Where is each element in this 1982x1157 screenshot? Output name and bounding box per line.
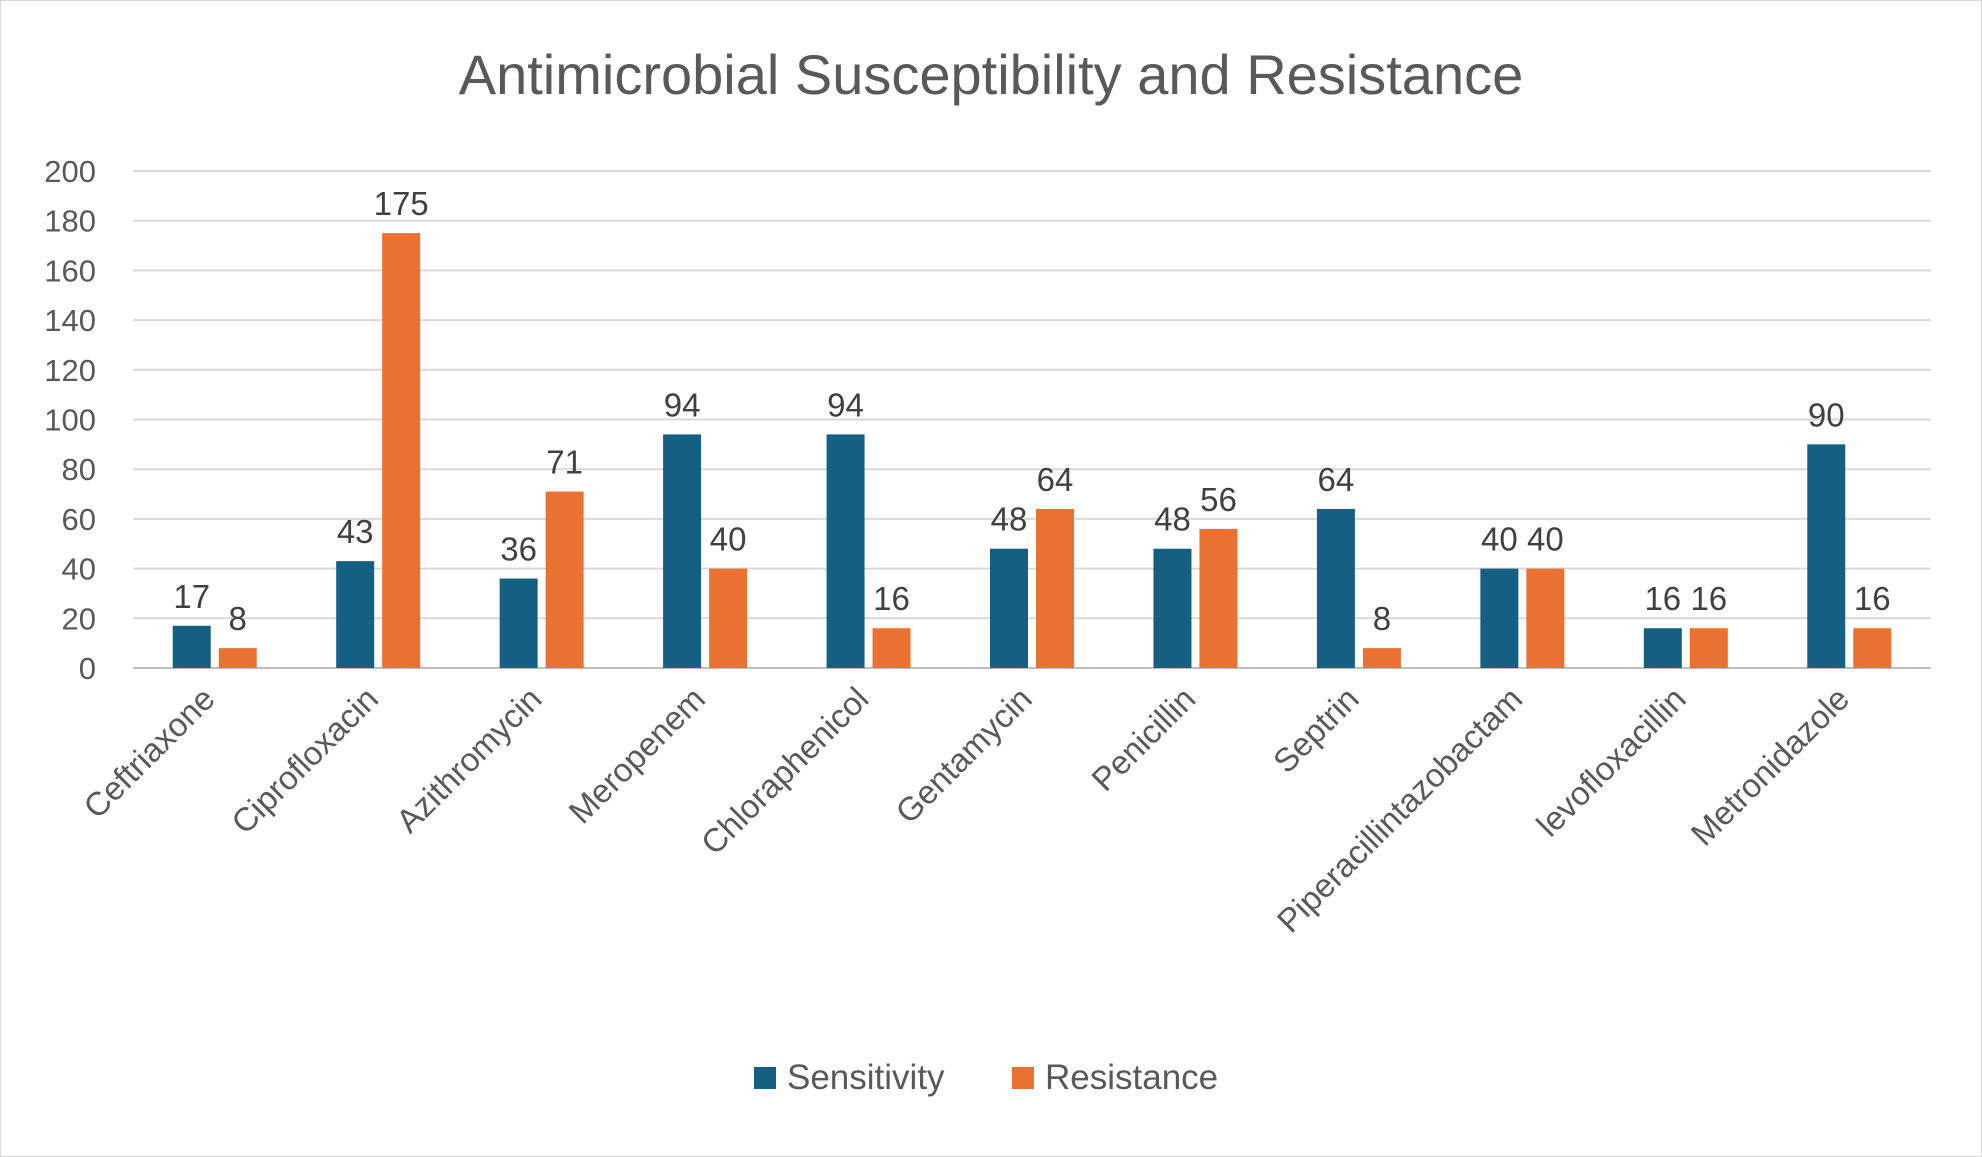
bar-sensitivity — [1153, 548, 1192, 668]
data-label: 40 — [1481, 521, 1518, 558]
bar-resistance — [382, 233, 421, 668]
data-label: 40 — [710, 521, 747, 558]
data-label: 90 — [1808, 396, 1845, 433]
y-tick-label: 40 — [62, 552, 96, 587]
bar-sensitivity — [990, 548, 1028, 668]
data-label: 36 — [500, 531, 537, 568]
bar-resistance — [1853, 628, 1892, 668]
bar-resistance — [872, 628, 911, 668]
data-label: 64 — [1037, 461, 1074, 498]
data-label: 48 — [991, 501, 1028, 538]
x-tick-label: Septrin — [1266, 680, 1366, 780]
data-label: 8 — [1373, 600, 1391, 637]
data-label: 16 — [1690, 580, 1727, 617]
x-tick-label: Ciprofloxacin — [224, 680, 385, 841]
bar-resistance — [218, 648, 257, 668]
bar-resistance — [1689, 628, 1728, 668]
bars — [172, 233, 1892, 668]
bar-resistance — [545, 491, 584, 668]
y-tick-label: 140 — [44, 303, 96, 338]
bar-resistance — [1199, 528, 1238, 668]
bar-sensitivity — [1643, 628, 1682, 668]
y-tick-label: 80 — [62, 452, 96, 487]
x-tick-label: Chloraphenicol — [694, 680, 876, 862]
chart-title: Antimicrobial Susceptibility and Resista… — [459, 43, 1524, 106]
data-label: 16 — [1644, 580, 1681, 617]
legend-swatch-sensitivity — [754, 1067, 776, 1089]
data-label: 17 — [173, 578, 210, 615]
x-tick-label: Penicillin — [1084, 680, 1202, 798]
bar-resistance — [709, 568, 748, 668]
y-tick-label: 60 — [62, 502, 96, 537]
data-label: 94 — [664, 386, 701, 423]
gridlines — [133, 170, 1931, 669]
x-tick-label: Ceftriaxone — [76, 680, 221, 825]
data-label: 8 — [229, 600, 247, 637]
data-label: 16 — [1854, 580, 1891, 617]
x-axis: Ceftriaxone Ciprofloxacin Azithromycin Mero… — [76, 680, 1856, 940]
x-tick-label: levofloxacillin — [1529, 680, 1693, 844]
y-tick-label: 100 — [44, 403, 96, 438]
legend-swatch-resistance — [1012, 1067, 1034, 1089]
data-label: 48 — [1154, 501, 1191, 538]
y-tick-label: 20 — [62, 601, 96, 636]
bar-sensitivity — [826, 434, 865, 668]
data-label: 64 — [1318, 461, 1355, 498]
bar-sensitivity — [663, 434, 702, 668]
x-tick-label: Azithromycin — [389, 680, 549, 840]
y-tick-label: 180 — [44, 204, 96, 239]
legend: Sensitivity Resistance — [754, 1058, 1218, 1097]
bar-sensitivity — [1480, 568, 1519, 668]
bar-resistance — [1036, 508, 1074, 668]
y-axis: 0 20 40 60 80 100 120 140 160 180 200 — [44, 154, 96, 686]
y-tick-label: 120 — [44, 353, 96, 388]
data-label: 43 — [337, 513, 374, 550]
x-tick-label: Meropenem — [561, 680, 712, 831]
data-label: 16 — [873, 580, 910, 617]
bar-resistance — [1526, 568, 1565, 668]
bar-resistance — [1362, 648, 1401, 668]
x-tick-label: Gentamycin — [888, 680, 1039, 831]
data-label: 175 — [374, 185, 429, 222]
y-tick-label: 200 — [44, 154, 96, 189]
data-label: 40 — [1527, 521, 1564, 558]
bar-sensitivity — [1807, 444, 1846, 668]
legend-label: Sensitivity — [787, 1058, 945, 1097]
data-label: 56 — [1200, 481, 1237, 518]
bar-sensitivity — [172, 625, 211, 668]
bar-sensitivity — [499, 578, 538, 668]
y-tick-label: 0 — [79, 651, 96, 686]
legend-label: Resistance — [1045, 1058, 1218, 1097]
bar-sensitivity — [336, 561, 375, 668]
bar-sensitivity — [1316, 508, 1355, 668]
data-label: 71 — [546, 444, 583, 481]
y-tick-label: 160 — [44, 253, 96, 288]
data-label: 94 — [827, 386, 864, 423]
x-tick-label: Metronidazole — [1683, 680, 1856, 853]
